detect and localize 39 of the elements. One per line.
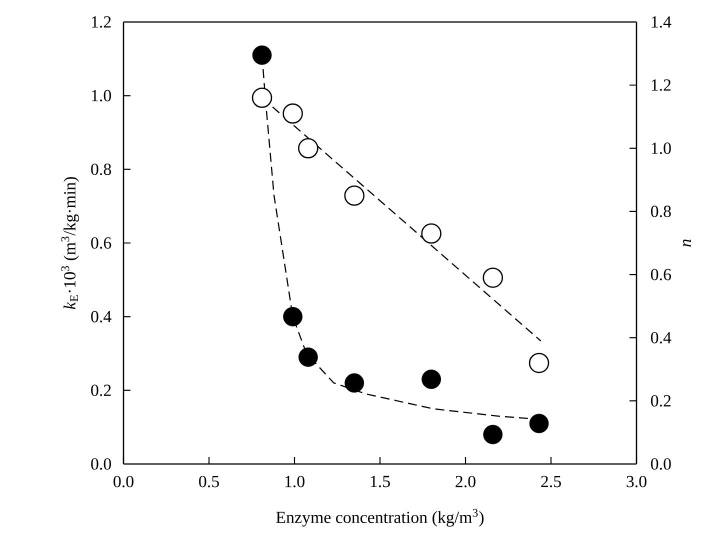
y2-tick-label: 0.8 — [650, 206, 671, 218]
x-tick-label: 3.0 — [626, 476, 646, 488]
point — [298, 138, 318, 158]
y-tick-label: 1.0 — [92, 90, 112, 102]
point — [529, 414, 549, 434]
point — [344, 185, 364, 206]
y-tick-label: 1.2 — [92, 16, 111, 28]
y-tick-label: 0.2 — [91, 384, 111, 396]
y2-tick-label: 0.2 — [650, 395, 671, 407]
x-tick-label: 2.5 — [541, 476, 561, 488]
y-tick-label: 0.4 — [91, 310, 112, 322]
point — [422, 370, 442, 389]
y2-axis-title: n — [683, 239, 691, 247]
x-axis-title: Enzyme concentration (kg/m$^{3}$) — [276, 508, 484, 527]
point — [344, 373, 364, 393]
y-axis-title: k$_{E}$·10$^{3}$ (m$^{3}$/kg·min) — [61, 177, 79, 310]
point — [421, 223, 442, 244]
point — [298, 347, 318, 367]
point — [528, 352, 550, 374]
point — [252, 88, 272, 108]
y2-tick-label: 0.4 — [650, 332, 672, 344]
point — [283, 306, 302, 326]
point — [282, 103, 303, 124]
point — [483, 424, 503, 444]
x-tick-label: 2.0 — [456, 476, 476, 488]
x-tick-label: 0.0 — [114, 476, 134, 488]
point — [252, 45, 272, 65]
y-tick-label: 0.8 — [91, 164, 112, 176]
y2-tick-label: 1.0 — [652, 142, 671, 154]
y2-tick-label: 0.0 — [650, 458, 671, 470]
y2-tick-label: 0.6 — [650, 268, 672, 280]
x-tick-label: 0.5 — [199, 476, 219, 488]
y-tick-label: 0.0 — [91, 458, 112, 470]
y-tick-label: 0.6 — [91, 237, 112, 249]
y2-tick-label: 1.2 — [652, 79, 671, 91]
x-tick-label: 1.5 — [370, 476, 390, 488]
point — [482, 268, 504, 288]
y2-tick-label: 1.4 — [652, 16, 672, 28]
x-tick-label: 1.0 — [285, 476, 304, 488]
